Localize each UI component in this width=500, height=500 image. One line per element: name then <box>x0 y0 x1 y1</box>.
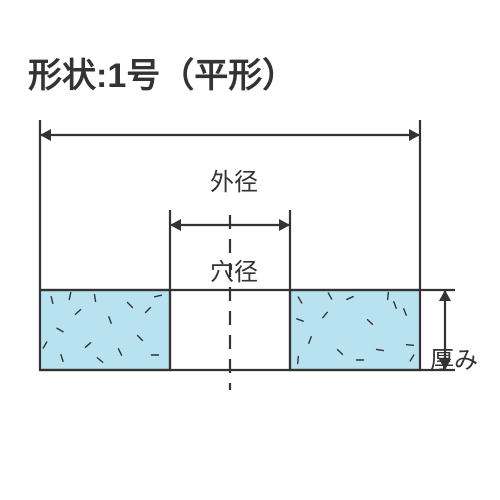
thickness-label: 厚み <box>430 340 478 375</box>
outer-diameter-label: 外径 <box>210 162 258 197</box>
cross-section-diagram <box>0 0 500 500</box>
hole-diameter-label: 穴径 <box>210 252 258 287</box>
